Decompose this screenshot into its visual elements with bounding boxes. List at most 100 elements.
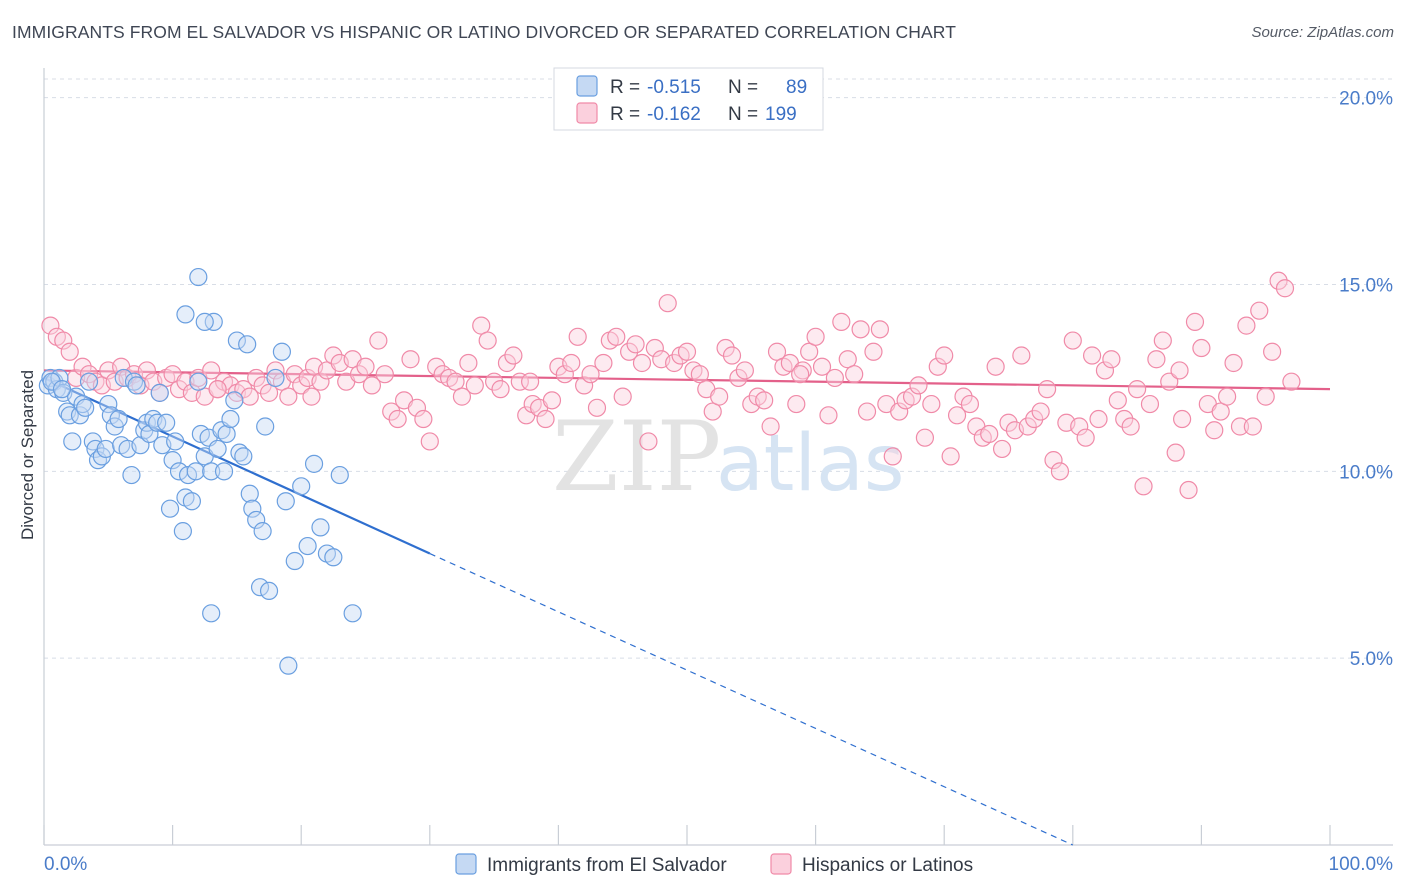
data-point-el-salvador <box>330 465 349 485</box>
data-point-hispanics <box>645 338 664 358</box>
data-point-hispanics <box>767 342 787 361</box>
legend-r-value-pink: -0.162 <box>647 104 701 125</box>
data-point-hispanics <box>902 387 922 406</box>
legend-r-label-pink: R = <box>610 104 640 125</box>
chart-title: IMMIGRANTS FROM EL SALVADOR VS HISPANIC … <box>12 22 956 42</box>
data-point-hispanics <box>575 376 594 395</box>
data-point-el-salvador <box>182 492 201 511</box>
data-point-hispanics <box>825 368 844 388</box>
data-point-hispanics <box>1275 279 1295 298</box>
data-point-el-salvador <box>221 409 240 429</box>
axes <box>43 68 1393 846</box>
data-point-hispanics <box>137 361 156 380</box>
data-point-el-salvador <box>298 536 317 556</box>
data-point-hispanics <box>1147 350 1166 369</box>
data-point-hispanics <box>504 346 523 365</box>
data-point-hispanics <box>420 432 439 451</box>
data-point-el-salvador <box>247 510 266 530</box>
data-point-el-salvador <box>324 548 343 567</box>
data-point-hispanics <box>665 353 684 373</box>
data-point-el-salvador <box>122 465 141 485</box>
legend-swatch-pink <box>576 102 598 124</box>
data-point-el-salvador <box>76 398 95 417</box>
data-point-hispanics <box>427 357 446 376</box>
data-point-hispanics <box>587 398 607 417</box>
x-tick-label-max: 100.0% <box>1329 854 1394 875</box>
data-point-hispanics <box>388 409 407 429</box>
data-point-hispanics <box>375 365 394 384</box>
data-point-hispanics <box>1127 380 1147 399</box>
data-point-hispanics <box>1211 402 1230 421</box>
data-point-hispanics <box>369 331 388 350</box>
data-point-el-salvador <box>311 518 330 537</box>
data-point-hispanics <box>1012 346 1031 365</box>
data-point-el-salvador <box>63 432 82 451</box>
data-point-hispanics <box>812 357 832 376</box>
data-point-el-salvador <box>225 391 244 410</box>
data-point-el-salvador <box>163 451 182 470</box>
data-point-hispanics <box>1179 480 1198 500</box>
data-point-hispanics <box>922 394 941 414</box>
data-point-el-salvador <box>157 413 176 432</box>
data-point-hispanics <box>832 312 851 331</box>
data-point-hispanics <box>1160 372 1179 391</box>
legend-n-value-pink: 199 <box>765 104 797 125</box>
data-point-hispanics <box>1205 421 1224 440</box>
data-point-hispanics <box>857 402 877 421</box>
data-point-el-salvador <box>99 394 118 414</box>
legend-n-value-blue: 89 <box>786 77 807 98</box>
watermark-zip: ZIP <box>552 401 721 513</box>
legend-n-label-pink: N = <box>728 104 758 125</box>
data-point-hispanics <box>478 331 497 350</box>
data-point-el-salvador <box>160 499 180 518</box>
data-point-hispanics <box>870 320 890 339</box>
data-point-hispanics <box>819 406 838 425</box>
y-tick-label: 15.0% <box>1339 276 1393 297</box>
data-point-hispanics <box>1153 331 1172 350</box>
data-point-el-salvador <box>189 372 208 391</box>
correlation-legend: R = -0.515 N = 89 R = -0.162 N = 199 <box>553 67 824 131</box>
data-point-hispanics <box>1185 312 1205 331</box>
data-point-el-salvador <box>266 368 285 388</box>
bottom-legend-label-blue: Immigrants from El Salvador <box>487 855 727 876</box>
data-point-hispanics <box>1089 409 1108 429</box>
data-point-el-salvador <box>243 499 262 518</box>
legend-r-value-blue: -0.515 <box>647 77 701 98</box>
data-point-hispanics <box>806 327 825 346</box>
data-point-hispanics <box>41 316 60 335</box>
data-point-hispanics <box>292 376 311 395</box>
legend-box <box>553 67 824 131</box>
data-point-hispanics <box>620 342 639 361</box>
data-point-hispanics <box>1170 361 1189 380</box>
data-point-hispanics <box>1037 380 1057 399</box>
data-point-hispanics <box>1218 387 1237 406</box>
data-point-hispanics <box>954 387 973 406</box>
data-point-hispanics <box>1050 462 1070 481</box>
source-label: Source: ZipAtlas.com <box>1251 24 1394 41</box>
data-point-el-salvador <box>259 581 279 601</box>
data-point-hispanics <box>1166 443 1185 462</box>
data-point-hispanics <box>1076 428 1095 447</box>
legend-r-label-blue: R = <box>610 77 640 98</box>
data-point-el-salvador <box>217 424 236 444</box>
legend-n-label-blue: N = <box>728 77 758 98</box>
data-point-hispanics <box>446 372 465 391</box>
data-point-el-salvador <box>279 656 298 675</box>
data-point-hispanics <box>1230 417 1250 436</box>
data-point-hispanics <box>1063 331 1082 350</box>
data-point-hispanics <box>536 409 555 429</box>
data-point-hispanics <box>928 357 947 376</box>
data-point-hispanics <box>941 447 960 466</box>
data-point-hispanics <box>1082 346 1102 365</box>
data-point-hispanics <box>1102 350 1121 369</box>
data-point-el-salvador <box>79 372 99 391</box>
data-point-hispanics <box>626 335 645 354</box>
data-point-hispanics <box>562 353 581 373</box>
y-tick-label: 10.0% <box>1339 462 1393 483</box>
y-tick-label: 20.0% <box>1339 89 1393 110</box>
data-point-hispanics <box>1095 361 1115 380</box>
data-point-el-salvador <box>238 335 257 354</box>
data-point-hispanics <box>658 294 677 313</box>
data-point-hispanics <box>607 327 626 346</box>
